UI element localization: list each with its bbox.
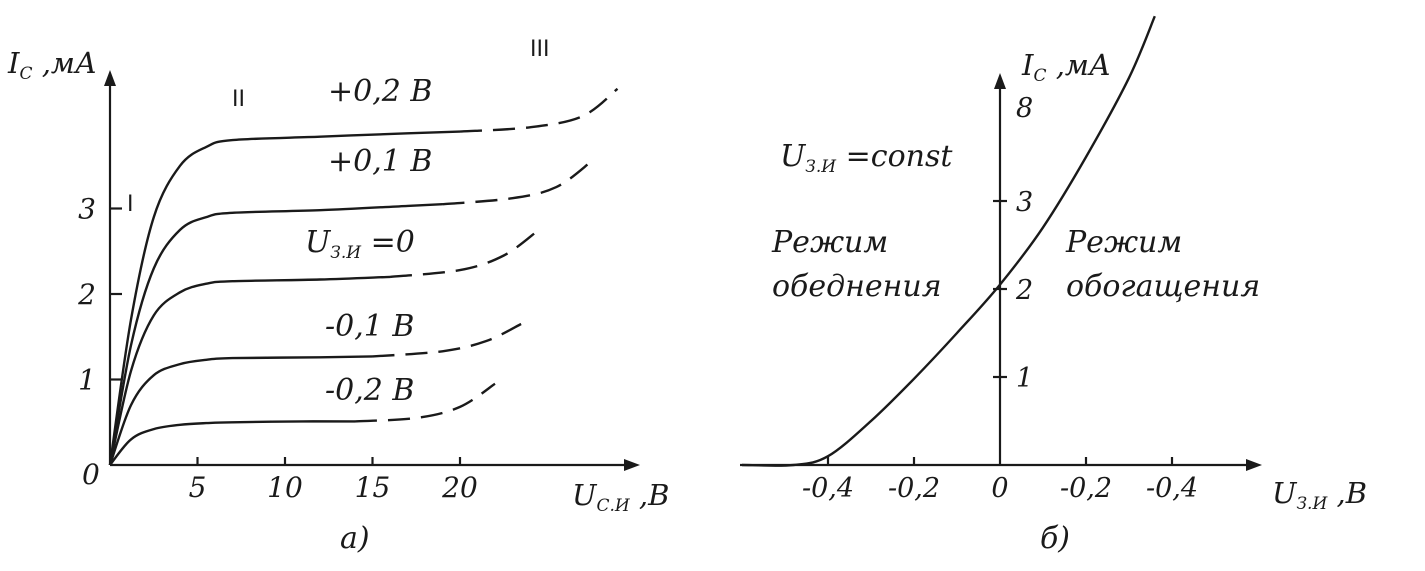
panel-b-x-tick-label: -0,2 [1060,473,1112,504]
panel-b-y-tick-label: 2 [1015,275,1033,306]
depletion-label-line1: Режим [771,225,888,260]
panel-b-y-tick-label: 1 [1016,363,1033,394]
panel-a-curve-solid [109,420,356,466]
panel-b-ticks: -0,4 -0,2 0 -0,2 -0,4 1 2 3 8 [802,93,1198,504]
panel-a-curve-breakdown [389,228,540,279]
panel-a-curve-breakdown [372,322,522,358]
panel-a-ticks: 5 10 15 20 1 2 3 [77,193,478,505]
series-label-minus-0-2: -0,2 B [325,373,414,408]
series-label-plus-0-2: +0,2 B [328,74,432,109]
panel-a-curve-breakdown [354,382,496,423]
panel-b-y-arrow [994,73,1006,89]
panel-a-curves [108,87,619,466]
panel-a-x-tick-label: 10 [267,471,303,504]
panel-a-y-axis-label: IС ,мА [7,46,97,84]
panel-b-x-tick-label: -0,4 [1146,473,1198,504]
panel-b-y-tick-label: 8 [1016,93,1033,124]
condition-label: UЗ.И =const [780,139,953,177]
region-label-II: II [232,87,245,112]
panel-a-y-arrow [104,70,116,86]
panel-b-x-tick-label: -0,2 [888,473,940,504]
region-label-I: I [127,192,134,217]
panel-b-transfer-curve [741,15,1156,467]
panel-b-x-arrow [1246,459,1262,471]
panel-a-y-tick-label: 3 [78,193,96,226]
panel-a-curve-breakdown [442,160,593,206]
panel-b-curves [741,15,1156,467]
series-label-zero: UЗ.И =0 [305,225,415,263]
panel-b-y-axis-label: IС ,мА [1021,48,1111,86]
panel-a-curve-solid [108,275,391,466]
panel-a-curve-solid [108,355,373,466]
panel-b-x-tick-label: 0 [991,473,1008,504]
series-label-minus-0-1: -0,1 B [325,309,414,344]
panel-a-x-tick-label: 5 [189,471,207,504]
panel-b-x-tick-label: -0,4 [802,473,854,504]
panel-a-caption: а) [340,521,370,556]
panel-a-y-tick-label: 1 [78,364,96,397]
panel-b-x-axis-label: UЗ.И ,В [1272,476,1367,514]
enhancement-label-line1: Режим [1065,225,1182,260]
panel-a-x-arrow [624,459,640,471]
panel-b-y-tick-label: 3 [1016,187,1033,218]
panel-a-x-tick-label: 20 [441,471,478,504]
panel-a-x-axis-label: UС.И ,В [572,478,669,516]
panel-b-caption: б) [1040,521,1070,556]
panel-a-curve-solid [108,203,443,466]
enhancement-label-line2: обогащения [1066,269,1260,304]
panel-a-x-tick-label: 15 [355,471,391,504]
region-label-III: III [530,37,549,62]
panel-a-curve-breakdown [459,87,619,133]
depletion-label-line2: обеднения [772,269,942,304]
panel-a-y-tick-label: 2 [77,278,96,311]
panel-a-curve-solid [108,130,461,466]
panel-a-origin-label: 0 [82,458,100,491]
series-label-plus-0-1: +0,1 B [328,144,432,179]
